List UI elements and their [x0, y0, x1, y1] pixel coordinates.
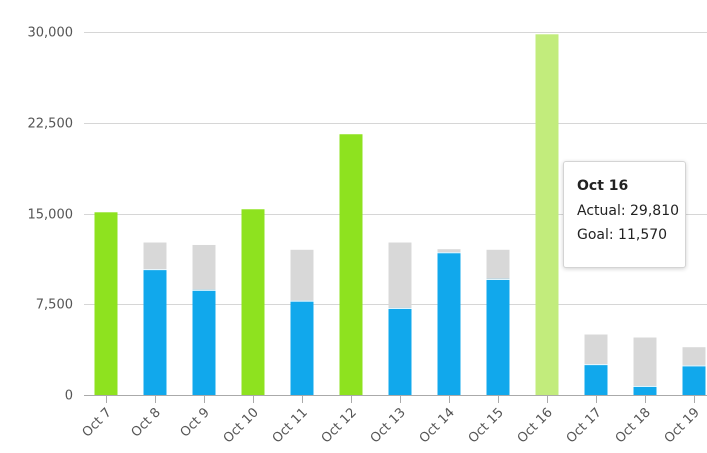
y-tick-label: 22,500 — [28, 117, 74, 132]
tooltip-goal: Goal: 11,570 — [577, 227, 668, 243]
x-tick-label: Oct 11 — [270, 405, 311, 446]
tooltip-title: Oct 16 — [577, 178, 629, 194]
x-tick-label: Oct 13 — [368, 405, 409, 446]
x-axis: Oct 7 Oct 8 Oct 9 Oct 10 Oct 11 Oct 12 Oct 13 O… — [80, 395, 707, 446]
x-tick-label: Oct 10 — [221, 405, 262, 446]
actual-bar[interactable] — [486, 278, 510, 395]
x-tick-label: Oct 19 — [662, 405, 703, 446]
actual-bar[interactable] — [241, 209, 265, 395]
actual-bar[interactable] — [535, 34, 559, 395]
actual-bar[interactable] — [192, 289, 216, 395]
chart-tooltip: Oct 16 Actual: 29,810 Goal: 11,570 — [563, 161, 686, 268]
tooltip-actual: Actual: 29,810 — [577, 203, 680, 219]
actual-bar[interactable] — [388, 307, 412, 395]
x-tick-label: Oct 9 — [178, 405, 213, 440]
actual-bar[interactable] — [633, 385, 657, 395]
x-tick-label: Oct 12 — [319, 405, 360, 446]
x-tick-label: Oct 8 — [129, 405, 164, 440]
goal-bar — [633, 337, 657, 395]
y-tick-label: 30,000 — [28, 26, 74, 41]
y-tick-label: 15,000 — [28, 208, 74, 223]
x-tick-label: Oct 18 — [613, 405, 654, 446]
actual-bar[interactable] — [143, 269, 167, 395]
x-tick-label: Oct 15 — [466, 405, 507, 446]
y-tick-label: 7,500 — [36, 298, 73, 313]
x-tick-label: Oct 16 — [515, 405, 556, 446]
actual-bar[interactable] — [290, 300, 314, 395]
actual-bar[interactable] — [94, 212, 118, 395]
y-tick-label: 0 — [65, 389, 73, 404]
x-tick-label: Oct 7 — [80, 405, 115, 440]
actual-bar[interactable] — [339, 134, 363, 395]
y-axis: 0 7,500 15,000 22,500 30,000 — [28, 26, 74, 404]
actual-bar[interactable] — [682, 365, 706, 395]
x-tick-label: Oct 17 — [564, 405, 605, 446]
bars — [94, 34, 706, 395]
actual-bar[interactable] — [437, 252, 461, 395]
actual-bar[interactable] — [584, 364, 608, 395]
x-tick-label: Oct 14 — [417, 405, 458, 446]
